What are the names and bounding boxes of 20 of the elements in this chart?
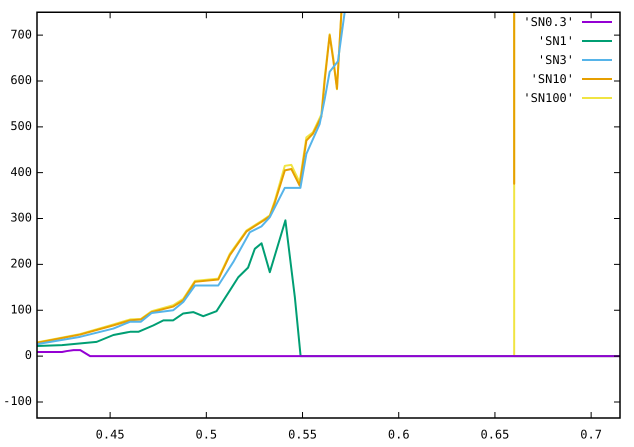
y-tick-label: 500 bbox=[10, 118, 32, 133]
y-tick-label: 0 bbox=[24, 348, 32, 362]
x-tick-label: 0.6 bbox=[388, 427, 410, 442]
legend-label: 'SN10' bbox=[530, 72, 574, 86]
y-tick-label: 300 bbox=[10, 210, 32, 225]
x-tick-label: 0.65 bbox=[480, 427, 510, 442]
y-tick-label: -100 bbox=[3, 394, 32, 408]
y-tick-label: 200 bbox=[10, 256, 32, 271]
y-tick-label: 100 bbox=[10, 302, 32, 316]
y-tick-label: 700 bbox=[10, 27, 32, 42]
x-tick-label: 0.5 bbox=[195, 427, 218, 442]
legend-label: 'SN3' bbox=[538, 52, 574, 66]
x-tick-label: 0.7 bbox=[580, 427, 602, 442]
legend-label: 'SN0.3' bbox=[523, 14, 574, 28]
y-tick-label: 400 bbox=[10, 164, 32, 179]
legend-label: 'SN100' bbox=[523, 90, 574, 104]
x-tick-label: 0.55 bbox=[288, 427, 317, 442]
y-tick-label: 600 bbox=[10, 73, 32, 88]
x-tick-label: 0.45 bbox=[96, 427, 125, 442]
legend-label: 'SN1' bbox=[538, 34, 574, 48]
